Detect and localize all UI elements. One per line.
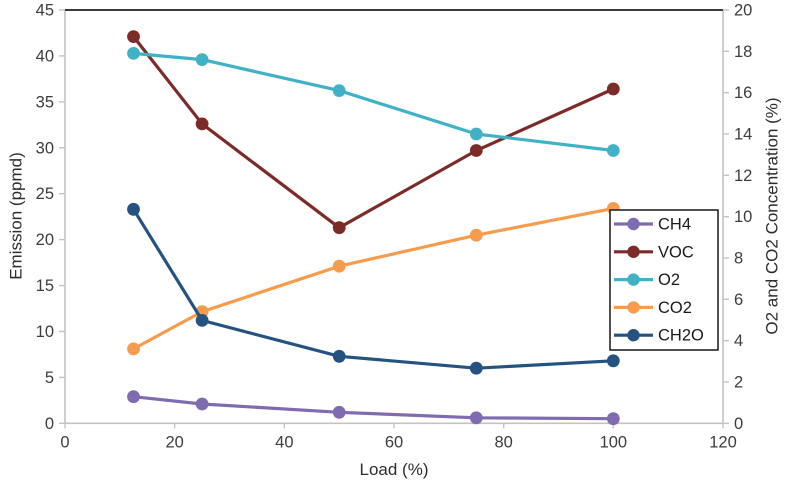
data-point-CH2O (469, 361, 483, 375)
legend-item-VOC: VOC (614, 243, 694, 261)
y-left-tick-label: 0 (45, 415, 54, 433)
legend-item-O2: O2 (614, 271, 680, 289)
legend-label: CH4 (658, 216, 691, 234)
data-point-CH4 (127, 390, 140, 404)
x-tick-label: 40 (275, 433, 293, 451)
y-right-tick-label: 8 (734, 249, 743, 267)
data-point-CO2 (127, 342, 140, 356)
data-point-CH4 (195, 397, 209, 411)
data-point-O2 (127, 47, 140, 60)
legend-item-CO2: CO2 (614, 299, 692, 317)
data-point-CH2O (127, 202, 140, 216)
data-point-VOC (332, 221, 346, 235)
data-point-O2 (332, 84, 346, 97)
x-tick-label: 80 (494, 433, 512, 451)
y-left-tick-label: 25 (36, 185, 54, 203)
y-left-tick-label: 40 (36, 47, 54, 65)
legend-marker (627, 217, 640, 231)
series-CH2O (127, 202, 620, 375)
legend: CH4 VOC O2 CO2 CH2O (609, 209, 719, 351)
x-tick-label: 20 (165, 433, 183, 451)
y-axis-left: 0 5 10 15 20 25 30 35 40 45 (36, 2, 65, 433)
y-left-tick-label: 30 (36, 139, 54, 157)
y-right-tick-label: 20 (734, 2, 752, 20)
legend-marker (627, 301, 640, 314)
y-left-tick-label: 15 (36, 277, 54, 295)
series-VOC (127, 30, 620, 235)
x-tick-label: 0 (60, 433, 69, 451)
legend-item-CH4: CH4 (614, 216, 691, 234)
y-right-tick-label: 4 (734, 332, 743, 350)
data-point-CH4 (332, 405, 346, 419)
data-point-O2 (606, 144, 620, 157)
legend-label: CH2O (658, 327, 704, 345)
y-left-tick-label: 20 (36, 231, 54, 249)
y-right-tick-label: 18 (734, 43, 752, 61)
data-point-VOC (127, 30, 140, 43)
data-point-CH2O (606, 354, 620, 368)
data-point-CH2O (332, 349, 346, 363)
data-point-CH4 (606, 412, 620, 426)
data-point-VOC (469, 144, 483, 157)
y-right-tick-label: 14 (734, 125, 752, 143)
data-point-O2 (469, 127, 483, 141)
x-axis: 0 20 40 60 80 100 120 (60, 423, 737, 451)
y-right-tick-label: 10 (734, 208, 752, 226)
data-point-O2 (195, 53, 209, 66)
y-left-tick-label: 35 (36, 93, 54, 111)
legend-marker (627, 329, 640, 342)
legend-item-CH2O: CH2O (614, 327, 704, 345)
y-right-tick-label: 12 (734, 167, 752, 185)
data-point-CH4 (469, 411, 483, 425)
series-O2 (127, 47, 620, 157)
y-right-tick-label: 0 (734, 415, 743, 433)
data-point-CO2 (469, 228, 483, 242)
y-axis-right: 0 2 4 6 8 10 12 14 16 18 20 (723, 2, 752, 433)
y-left-tick-label: 10 (36, 323, 54, 341)
data-point-VOC (606, 82, 620, 96)
y-left-tick-label: 5 (45, 369, 54, 387)
series-CH4 (127, 390, 620, 426)
legend-label: CO2 (658, 299, 692, 317)
x-tick-label: 120 (709, 433, 737, 451)
data-point-CO2 (332, 259, 346, 273)
data-point-CH2O (195, 314, 209, 327)
y-right-tick-label: 6 (734, 291, 743, 309)
legend-marker (627, 245, 640, 258)
x-tick-label: 100 (600, 433, 628, 451)
data-point-VOC (195, 117, 209, 131)
legend-label: VOC (658, 243, 694, 261)
x-tick-label: 60 (385, 433, 403, 451)
legend-label: O2 (658, 271, 680, 289)
y-left-tick-label: 45 (36, 2, 54, 20)
y-right-tick-label: 2 (734, 373, 743, 391)
legend-marker (627, 273, 640, 286)
y-right-tick-label: 16 (734, 84, 752, 102)
